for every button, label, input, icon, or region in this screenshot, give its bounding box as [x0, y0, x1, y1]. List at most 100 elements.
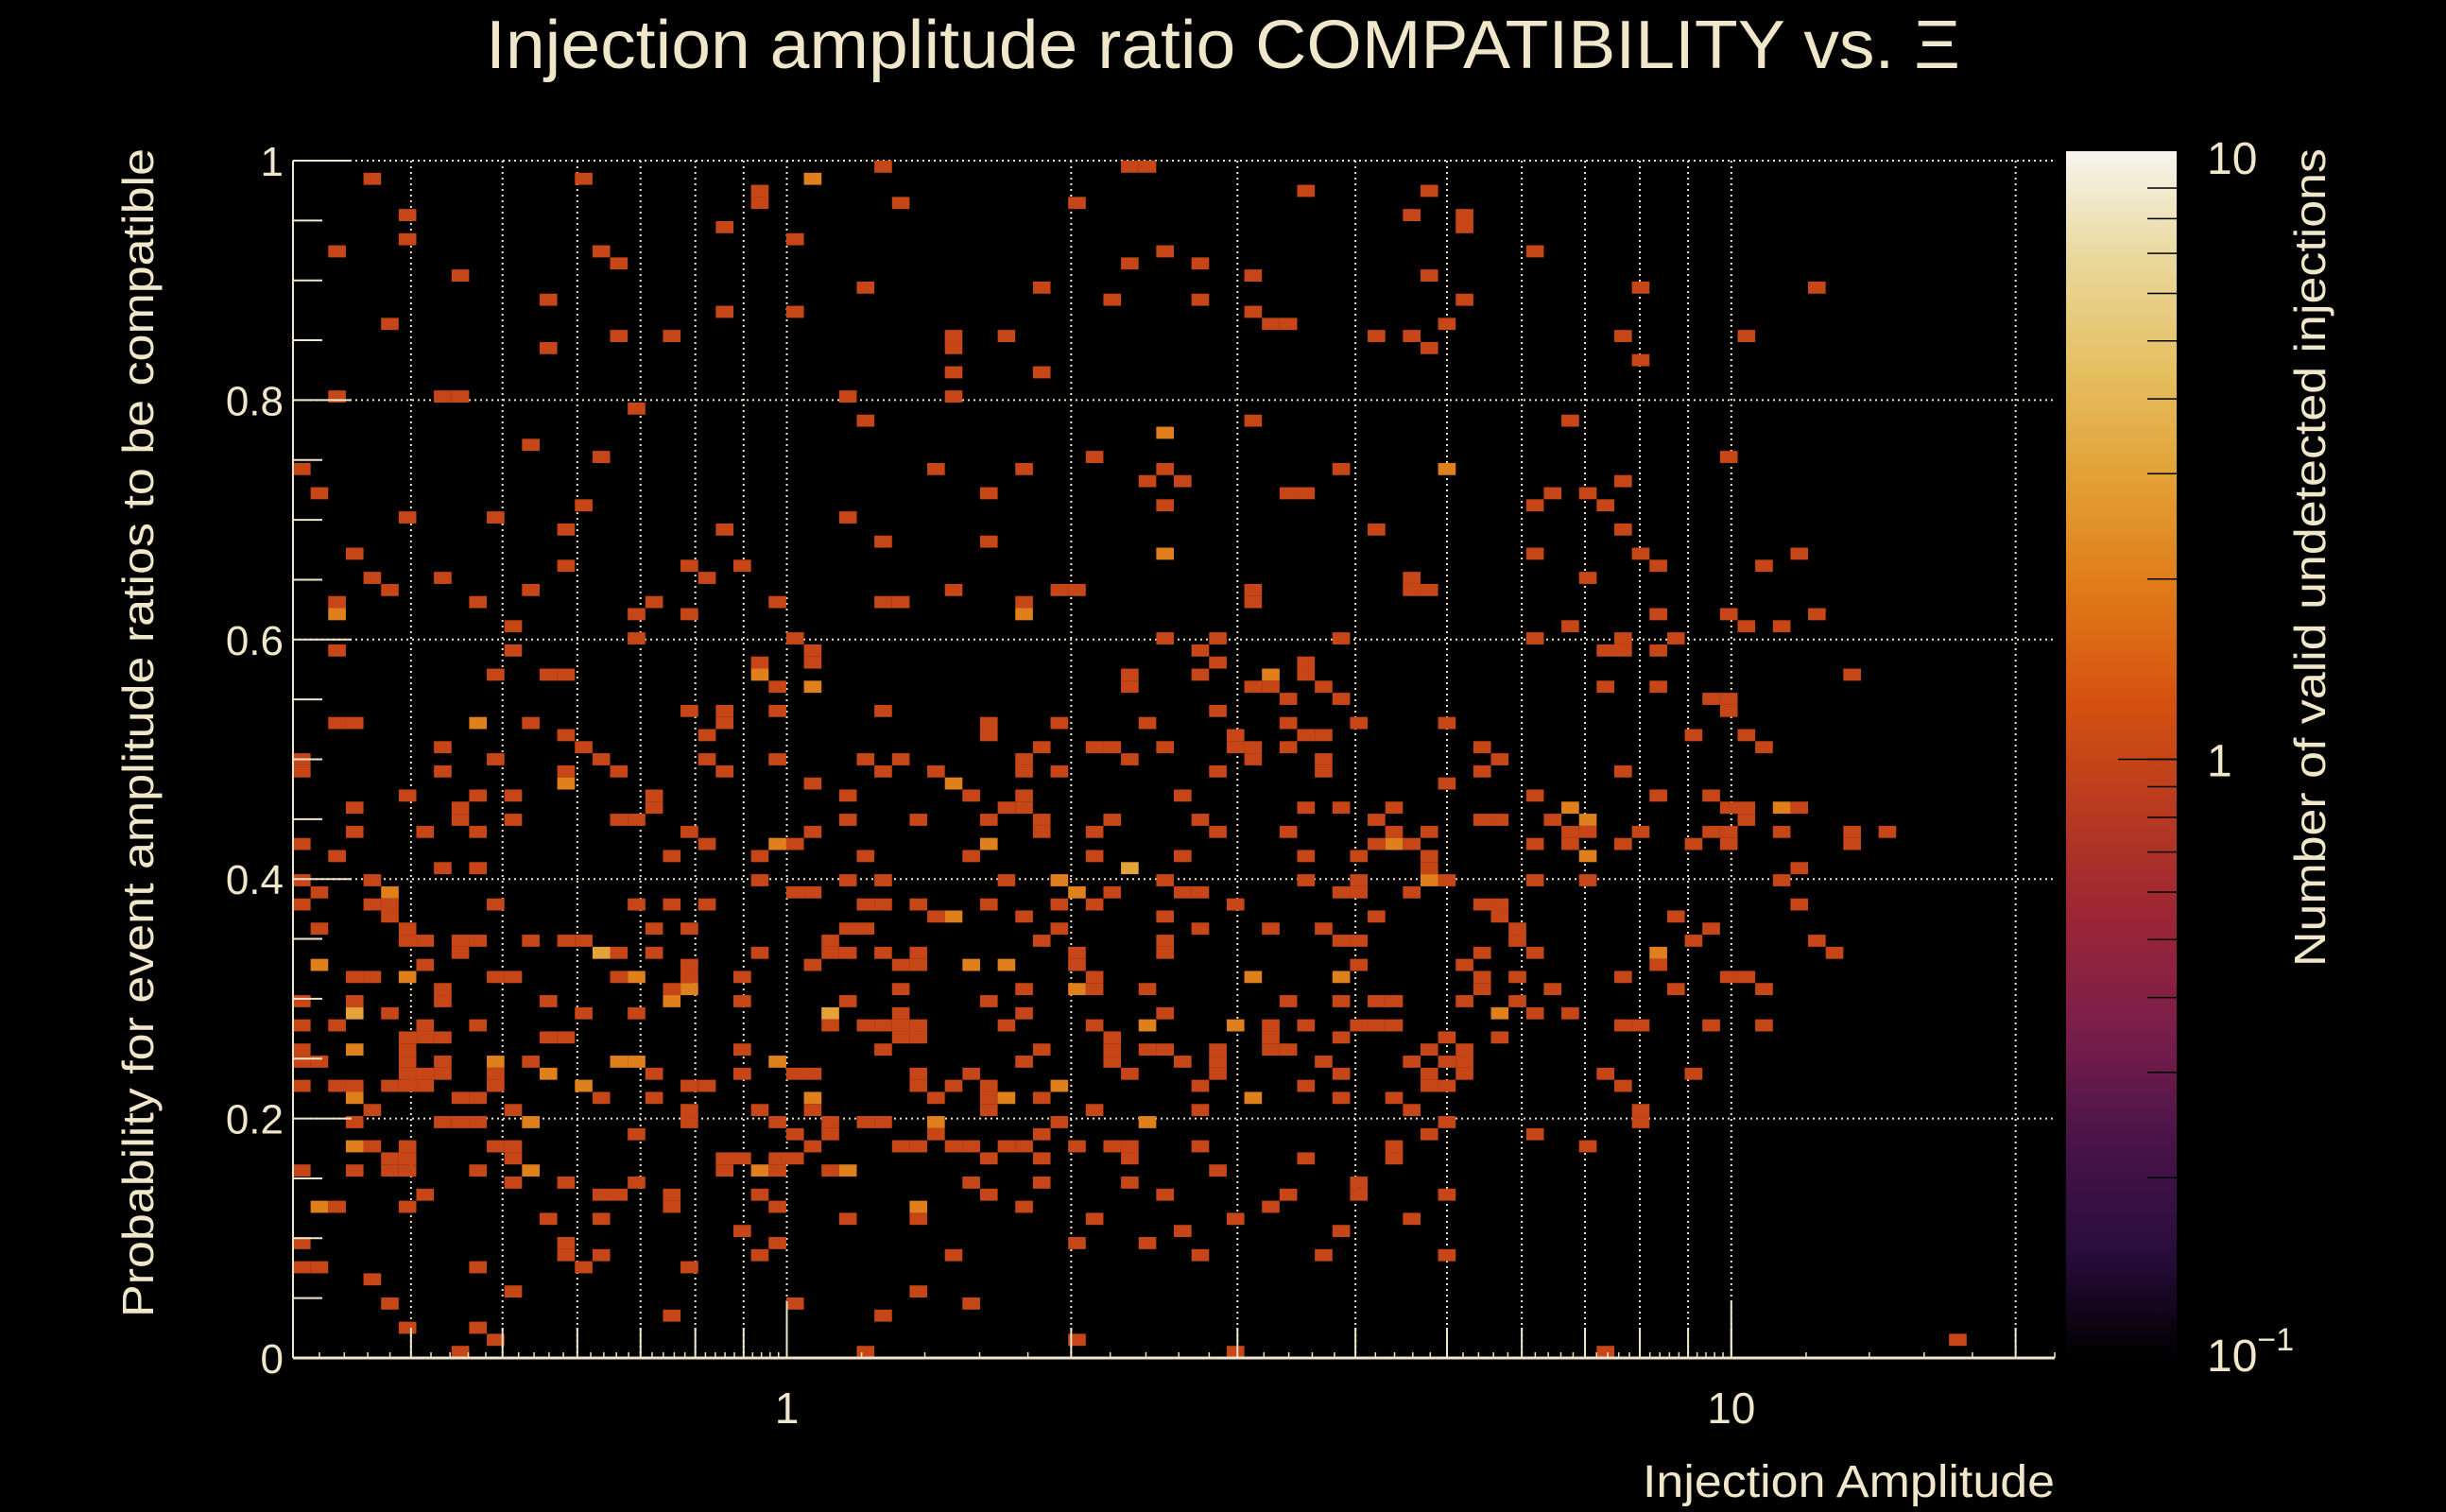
heatmap-cell [1315, 1248, 1333, 1262]
heatmap-cell [487, 753, 505, 765]
heatmap-cells [293, 161, 1967, 1358]
heatmap-cell [680, 1116, 698, 1128]
colorbar-tick-label: 1 [2207, 737, 2232, 787]
heatmap-cell [1614, 837, 1632, 850]
heatmap-cell [1438, 1248, 1456, 1262]
heatmap-cell [1368, 995, 1386, 1007]
heatmap-cell [487, 511, 505, 524]
heatmap-cell [504, 1104, 523, 1117]
heatmap-cell [1121, 862, 1139, 875]
heatmap-cell [1614, 474, 1632, 488]
heatmap-cell [1403, 837, 1421, 850]
heatmap-cell [1456, 220, 1473, 233]
heatmap-cell [1456, 958, 1473, 971]
heatmap-cell [539, 668, 558, 681]
heatmap-cell [1403, 1056, 1421, 1068]
heatmap-cell [398, 971, 417, 984]
heatmap-cell [1420, 583, 1438, 596]
heatmap-cell [891, 197, 910, 210]
heatmap-cell [944, 910, 963, 923]
heatmap-cell [1790, 801, 1809, 815]
heatmap-cell [293, 1019, 311, 1032]
heatmap-cell [1191, 644, 1210, 657]
heatmap-cell [1174, 474, 1192, 488]
heatmap-cell [803, 1140, 822, 1153]
heatmap-cell [1138, 1019, 1157, 1032]
heatmap-cell [592, 1188, 611, 1201]
heatmap-cell [293, 1261, 311, 1274]
heatmap-cell [1085, 898, 1104, 911]
heatmap-cell [381, 318, 399, 331]
heatmap-cell [663, 898, 681, 911]
heatmap-cell [1438, 874, 1456, 886]
heatmap-cell [1350, 885, 1369, 899]
heatmap-cell [451, 935, 470, 947]
heatmap-cell [1262, 1019, 1280, 1032]
heatmap-cell [680, 825, 698, 838]
heatmap-cell [1684, 935, 1703, 947]
chart-title: Injection amplitude ratio COMPATIBILITY … [486, 8, 1960, 83]
x-tick-label: 1 [775, 1383, 800, 1433]
heatmap-cell [1209, 656, 1227, 669]
heatmap-cell [962, 1297, 980, 1310]
heatmap-cell [398, 1067, 417, 1080]
heatmap-cell [310, 885, 329, 899]
heatmap-cell [838, 814, 857, 826]
heatmap-cell [1525, 245, 1544, 258]
heatmap-cell [979, 1188, 998, 1201]
heatmap-cell [363, 572, 382, 584]
heatmap-cell [434, 390, 452, 403]
heatmap-cell [1508, 971, 1526, 984]
heatmap-cell [398, 922, 417, 936]
heatmap-cell [874, 765, 892, 778]
heatmap-cell [891, 1140, 910, 1153]
heatmap-cell [733, 1043, 751, 1057]
heatmap-cell [1385, 801, 1404, 815]
heatmap-cell [398, 1043, 417, 1057]
heatmap-cell [785, 1152, 804, 1165]
heatmap-cell [1473, 814, 1491, 826]
heatmap-cell [1543, 814, 1562, 826]
heatmap-cell [979, 837, 998, 850]
heatmap-cell [363, 1273, 382, 1286]
heatmap-cell [1473, 765, 1491, 778]
heatmap-cell [310, 1056, 329, 1068]
heatmap-cell [1350, 1188, 1369, 1201]
heatmap-cell [1490, 898, 1509, 911]
heatmap-cell [1825, 946, 1844, 959]
heatmap-cell [803, 825, 822, 838]
heatmap-cell [1719, 837, 1738, 850]
heatmap-cell [1508, 995, 1526, 1007]
heatmap-cell [1138, 1237, 1157, 1249]
heatmap-cell [592, 753, 611, 765]
heatmap-cell [1490, 1031, 1509, 1044]
heatmap-cell [856, 850, 875, 863]
heatmap-cell [1525, 789, 1544, 802]
heatmap-cell [768, 595, 786, 609]
heatmap-cell [381, 898, 399, 911]
heatmap-cell [628, 1056, 646, 1068]
heatmap-cell [434, 572, 452, 584]
heatmap-cell [1350, 1177, 1369, 1189]
heatmap-cell [1949, 1333, 1967, 1347]
heatmap-cell [1015, 595, 1033, 609]
heatmap-cell [1174, 1056, 1192, 1068]
heatmap-cell [733, 1225, 751, 1238]
heatmap-cell [1121, 1140, 1139, 1153]
heatmap-cell [363, 1140, 382, 1153]
heatmap-cell [1737, 620, 1756, 633]
heatmap-cell [1279, 693, 1298, 705]
heatmap-cell [557, 1177, 576, 1189]
heatmap-cell [1614, 632, 1632, 644]
heatmap-cell [803, 644, 822, 657]
heatmap-cell [927, 462, 945, 475]
heatmap-cell [997, 1140, 1016, 1153]
heatmap-cell [1297, 729, 1316, 742]
heatmap-cell [1631, 825, 1650, 838]
heatmap-cell [1614, 330, 1632, 342]
heatmap-cell [785, 305, 804, 318]
heatmap-cell [1350, 935, 1369, 947]
heatmap-cell [469, 1164, 488, 1177]
heatmap-cell [293, 898, 311, 911]
heatmap-cell [874, 161, 892, 173]
